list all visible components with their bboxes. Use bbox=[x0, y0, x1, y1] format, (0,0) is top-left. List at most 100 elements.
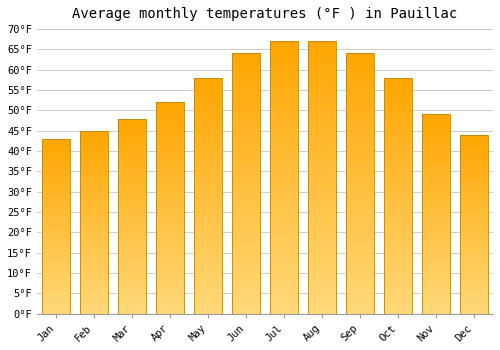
Bar bbox=[42, 251, 70, 252]
Bar bbox=[118, 119, 146, 120]
Bar bbox=[232, 266, 260, 267]
Bar bbox=[308, 134, 336, 135]
Bar bbox=[308, 157, 336, 159]
Bar bbox=[346, 189, 374, 190]
Bar bbox=[118, 158, 146, 159]
Bar bbox=[270, 228, 298, 229]
Bar bbox=[118, 227, 146, 228]
Bar bbox=[346, 116, 374, 117]
Bar bbox=[384, 90, 412, 91]
Bar bbox=[346, 81, 374, 82]
Bar bbox=[308, 296, 336, 297]
Bar bbox=[384, 122, 412, 124]
Bar bbox=[384, 105, 412, 106]
Bar bbox=[270, 285, 298, 286]
Bar bbox=[80, 229, 108, 230]
Bar bbox=[384, 190, 412, 191]
Bar bbox=[384, 143, 412, 144]
Bar bbox=[384, 288, 412, 289]
Bar bbox=[308, 211, 336, 213]
Bar bbox=[422, 295, 450, 296]
Bar bbox=[194, 304, 222, 306]
Bar bbox=[80, 200, 108, 201]
Bar bbox=[384, 169, 412, 170]
Bar bbox=[308, 188, 336, 190]
Bar bbox=[232, 151, 260, 152]
Bar bbox=[118, 211, 146, 212]
Bar bbox=[422, 307, 450, 308]
Bar bbox=[308, 202, 336, 203]
Bar bbox=[232, 105, 260, 107]
Bar bbox=[422, 173, 450, 174]
Bar bbox=[194, 277, 222, 278]
Bar bbox=[232, 206, 260, 207]
Bar bbox=[384, 244, 412, 245]
Bar bbox=[346, 264, 374, 266]
Bar bbox=[308, 213, 336, 214]
Bar bbox=[232, 77, 260, 78]
Bar bbox=[460, 185, 488, 186]
Bar bbox=[346, 217, 374, 219]
Bar bbox=[308, 131, 336, 133]
Bar bbox=[384, 163, 412, 164]
Bar bbox=[460, 211, 488, 212]
Bar bbox=[384, 198, 412, 199]
Bar bbox=[156, 145, 184, 146]
Bar bbox=[194, 114, 222, 116]
Bar bbox=[42, 215, 70, 216]
Bar bbox=[384, 119, 412, 120]
Bar bbox=[346, 308, 374, 310]
Bar bbox=[346, 91, 374, 92]
Bar bbox=[194, 125, 222, 126]
Bar bbox=[194, 127, 222, 128]
Bar bbox=[460, 292, 488, 293]
Bar bbox=[118, 149, 146, 150]
Bar bbox=[422, 238, 450, 239]
Bar bbox=[156, 199, 184, 201]
Bar bbox=[194, 300, 222, 301]
Bar bbox=[460, 208, 488, 209]
Bar bbox=[422, 216, 450, 217]
Bar bbox=[270, 56, 298, 58]
Bar bbox=[308, 96, 336, 97]
Bar bbox=[422, 179, 450, 180]
Bar bbox=[422, 232, 450, 233]
Bar bbox=[308, 186, 336, 187]
Bar bbox=[42, 157, 70, 158]
Bar bbox=[308, 112, 336, 113]
Bar bbox=[232, 56, 260, 57]
Bar bbox=[42, 226, 70, 227]
Bar bbox=[232, 181, 260, 182]
Bar bbox=[118, 134, 146, 135]
Bar bbox=[156, 263, 184, 264]
Bar bbox=[460, 313, 488, 314]
Bar bbox=[460, 282, 488, 283]
Bar bbox=[194, 154, 222, 156]
Bar bbox=[270, 49, 298, 51]
Bar bbox=[346, 155, 374, 156]
Bar bbox=[42, 230, 70, 231]
Bar bbox=[308, 108, 336, 109]
Bar bbox=[42, 297, 70, 298]
Bar bbox=[346, 195, 374, 197]
Bar bbox=[422, 164, 450, 165]
Bar bbox=[232, 254, 260, 255]
Bar bbox=[232, 313, 260, 314]
Bar bbox=[422, 152, 450, 153]
Bar bbox=[270, 250, 298, 251]
Bar bbox=[460, 145, 488, 146]
Bar bbox=[308, 270, 336, 272]
Bar bbox=[422, 291, 450, 292]
Bar bbox=[422, 277, 450, 278]
Bar bbox=[194, 288, 222, 289]
Bar bbox=[270, 280, 298, 281]
Bar bbox=[80, 219, 108, 220]
Bar bbox=[42, 154, 70, 155]
Bar bbox=[232, 99, 260, 100]
Bar bbox=[422, 211, 450, 212]
Bar bbox=[346, 114, 374, 116]
Bar bbox=[384, 104, 412, 105]
Bar bbox=[80, 252, 108, 253]
Bar bbox=[80, 149, 108, 150]
Bar bbox=[232, 63, 260, 64]
